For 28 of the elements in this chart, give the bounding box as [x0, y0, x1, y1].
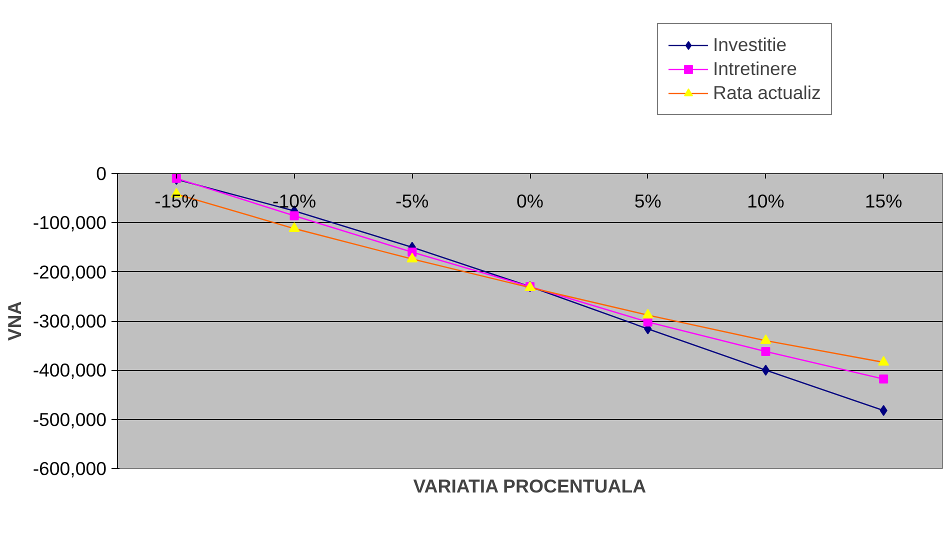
- x-tick-label: 15%: [864, 190, 902, 212]
- x-tick-label: 5%: [634, 190, 662, 212]
- point: [762, 364, 770, 376]
- point: [760, 334, 772, 344]
- point: [761, 346, 770, 356]
- y-tick-label: 0: [96, 163, 107, 184]
- y-tick-label: -100,000: [32, 212, 107, 234]
- y-tick-label: -500,000: [32, 408, 107, 430]
- x-tick-label: -15%: [154, 190, 198, 212]
- y-tick-label: -200,000: [32, 261, 107, 282]
- legend-label: Rata actualiz: [713, 82, 821, 104]
- point: [642, 308, 654, 318]
- point: [879, 374, 888, 384]
- x-tick-label: -10%: [272, 190, 316, 212]
- legend-label: Investitie: [713, 34, 787, 56]
- x-tick-label: 10%: [747, 190, 784, 212]
- point: [288, 222, 300, 232]
- y-tick-label: -400,000: [32, 360, 107, 381]
- point: [878, 356, 890, 366]
- y-axis-title: VNA: [4, 301, 25, 341]
- y-tick-label: -300,000: [32, 310, 107, 332]
- y-tick-label: -600,000: [32, 458, 107, 479]
- point: [406, 252, 418, 262]
- x-tick-label: 0%: [516, 190, 544, 212]
- x-tick-label: -5%: [396, 190, 429, 212]
- x-axis-title: VARIATIA PROCENTUALA: [413, 476, 646, 496]
- legend-label: Intretinere: [713, 58, 797, 80]
- point: [290, 211, 299, 220]
